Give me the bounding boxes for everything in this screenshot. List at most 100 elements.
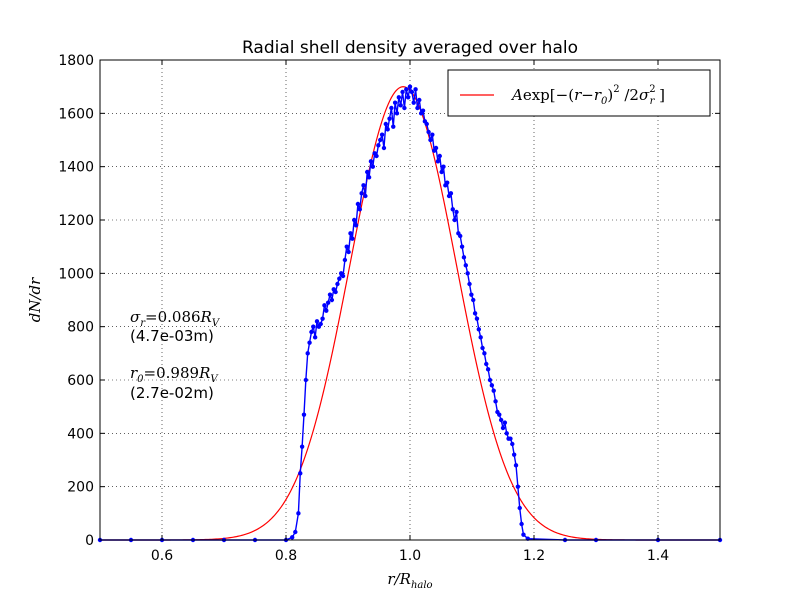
data-point	[510, 441, 515, 447]
data-point	[387, 116, 392, 121]
data-point	[463, 263, 468, 268]
data-point	[437, 153, 442, 159]
data-point	[337, 276, 342, 281]
data-point	[333, 289, 338, 295]
data-point	[350, 236, 355, 241]
data-point	[459, 244, 465, 249]
data-point	[404, 87, 409, 92]
data-point	[309, 329, 314, 335]
data-point	[359, 191, 364, 196]
data-point	[424, 121, 429, 127]
data-point	[381, 145, 387, 151]
data-point	[335, 281, 340, 287]
r0-error: (2.7e-02m)	[130, 384, 214, 402]
data-point	[400, 89, 405, 95]
data-point	[365, 169, 370, 175]
data-point	[452, 217, 457, 223]
data-point	[379, 132, 385, 137]
data-point	[368, 159, 374, 164]
y-tick-label: 1400	[58, 160, 94, 176]
chart-title: Radial shell density averaged over halo	[242, 38, 578, 58]
data-point	[515, 484, 521, 489]
data-point	[329, 297, 335, 303]
data-point	[318, 321, 323, 327]
data-point	[478, 335, 483, 340]
data-point	[469, 292, 474, 297]
data-point	[391, 124, 396, 129]
data-point	[409, 89, 415, 95]
data-point	[307, 340, 312, 345]
x-tick-label: 0.6	[151, 548, 173, 564]
data-point	[385, 127, 390, 132]
data-point	[363, 193, 368, 199]
data-point	[392, 100, 398, 105]
data-point	[519, 521, 524, 527]
data-point	[370, 164, 375, 169]
data-point	[322, 303, 327, 308]
data-point	[298, 471, 303, 476]
data-point	[458, 233, 463, 239]
data-point	[376, 143, 381, 148]
data-point	[402, 105, 407, 111]
data-point	[484, 361, 489, 367]
fit-annotations: σr=0.086RV (4.7e-03m) r0=0.989RV (2.7e-0…	[130, 308, 221, 402]
y-axis-label: dN/dr	[26, 277, 44, 322]
data-point	[480, 345, 485, 351]
data-point	[482, 351, 487, 356]
data-point	[342, 257, 348, 263]
data-point	[389, 105, 394, 111]
ticks: 0.6 0.8 1.0 1.2 1.4 0 200 400 600 800 1000 1200 1400…	[58, 53, 720, 564]
data-point	[420, 108, 426, 113]
data-point	[346, 249, 351, 255]
data-point	[428, 137, 433, 143]
data-point	[361, 183, 366, 188]
data-point	[430, 132, 435, 137]
data-point	[517, 505, 522, 511]
x-tick-label: 1.0	[399, 548, 421, 564]
data-point	[413, 87, 418, 92]
data-point	[290, 535, 295, 540]
data-point	[461, 255, 467, 260]
data-point	[513, 463, 519, 468]
plot-area: 0.6 0.8 1.0 1.2 1.4 0 200 400 600 800 1000 1200 1400…	[58, 53, 723, 564]
series-layer	[97, 83, 723, 543]
data-point	[394, 111, 400, 116]
data-point	[324, 308, 329, 313]
x-tick-label: 1.2	[523, 548, 545, 564]
sigma-label: σr=0.086RV	[130, 308, 221, 329]
data-point	[417, 97, 422, 103]
data-point	[491, 388, 496, 393]
data-point	[489, 383, 495, 388]
data-point	[355, 201, 361, 207]
legend: Aexp[−(r−r0)2 /2σ2 r ]	[447, 69, 711, 117]
x-tick-label: 0.8	[275, 548, 297, 564]
data-point	[471, 297, 476, 303]
data-point	[433, 145, 439, 151]
data-point	[502, 420, 508, 425]
data-point	[299, 444, 305, 449]
y-tick-label: 1200	[58, 213, 94, 229]
data-point	[474, 316, 480, 321]
data-point	[396, 95, 402, 100]
data-point	[435, 159, 441, 164]
data-point	[441, 164, 446, 169]
data-point	[353, 223, 359, 228]
data-point	[485, 367, 491, 372]
y-tick-label: 800	[67, 320, 94, 336]
data-point	[521, 532, 526, 537]
y-tick-label: 200	[67, 480, 94, 496]
data-point	[405, 95, 411, 100]
data-point	[293, 529, 298, 535]
data-series-line	[100, 83, 720, 541]
data-point	[352, 217, 357, 223]
data-point	[411, 100, 416, 105]
r0-label: r0=0.989RV	[130, 364, 219, 385]
data-point	[476, 327, 482, 332]
data-point	[348, 231, 353, 236]
y-tick-label: 400	[67, 426, 94, 442]
data-point	[472, 311, 478, 316]
data-point	[439, 169, 444, 175]
data-point	[454, 209, 459, 215]
data-point	[407, 84, 413, 89]
y-tick-label: 1000	[58, 266, 94, 282]
